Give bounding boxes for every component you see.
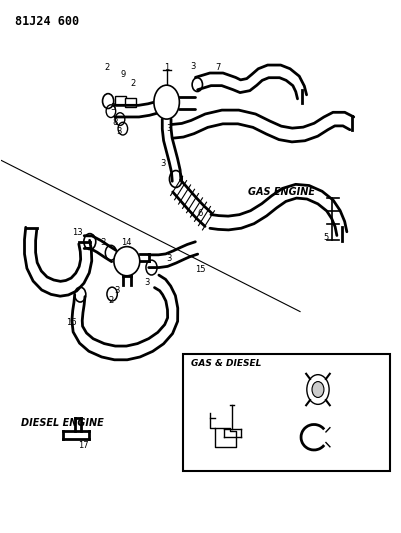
Text: 3: 3 [110, 103, 115, 112]
Text: DIESEL ENGINE: DIESEL ENGINE [21, 418, 104, 428]
Text: GAS ENGINE: GAS ENGINE [248, 187, 315, 197]
Text: 3: 3 [160, 159, 165, 167]
Text: 12: 12 [291, 434, 301, 443]
Circle shape [154, 85, 179, 119]
Text: GAS & DIESEL: GAS & DIESEL [190, 359, 261, 368]
Text: 15: 15 [195, 265, 206, 273]
Text: 11: 11 [223, 395, 234, 405]
Circle shape [312, 382, 324, 398]
Text: 7: 7 [216, 63, 221, 72]
Bar [125, 98, 136, 108]
Text: 5: 5 [323, 233, 328, 242]
Bar [115, 96, 126, 106]
Text: 13: 13 [72, 228, 82, 237]
Text: 1: 1 [164, 63, 169, 72]
Text: 3: 3 [166, 124, 171, 133]
Text: 17: 17 [78, 441, 88, 450]
Text: 3: 3 [144, 278, 150, 287]
Circle shape [307, 375, 329, 405]
Text: 81J24 600: 81J24 600 [15, 14, 79, 28]
Text: 10: 10 [205, 433, 216, 442]
Text: 3: 3 [190, 62, 195, 70]
Text: 3: 3 [116, 127, 122, 136]
Text: 2: 2 [108, 296, 113, 305]
Bar [182, 354, 390, 471]
Text: 9: 9 [120, 70, 126, 79]
Text: 14: 14 [122, 238, 132, 247]
Text: 3: 3 [114, 286, 119, 295]
Text: 4: 4 [306, 384, 311, 393]
Text: 3: 3 [100, 238, 105, 247]
Text: 8: 8 [112, 118, 117, 127]
Ellipse shape [114, 247, 140, 276]
Text: 2: 2 [130, 79, 136, 88]
Text: 6: 6 [198, 209, 203, 218]
Text: 16: 16 [66, 318, 76, 327]
Text: 2: 2 [104, 63, 109, 72]
Text: 3: 3 [166, 254, 171, 263]
